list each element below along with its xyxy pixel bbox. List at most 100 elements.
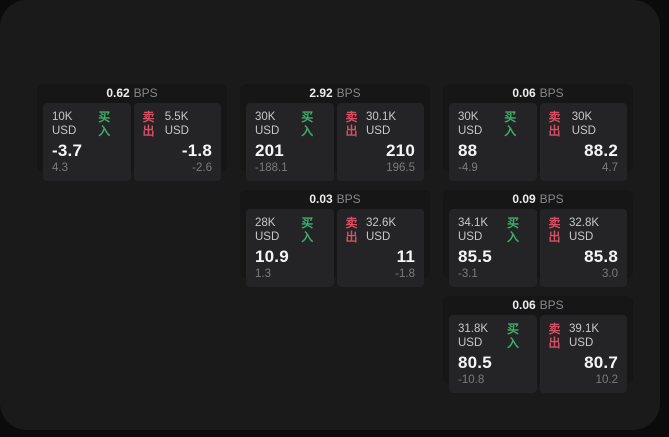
buy-sell-panes: 28K USD 买入 10.9 1.3 卖出 32.6K USD 11 -1.8 [246, 209, 424, 287]
sell-sub-value: 196.5 [386, 162, 415, 174]
sell-side-label: 卖出 [345, 110, 358, 138]
sell-pane-top: 卖出 30.1K USD [346, 110, 416, 138]
buy-pane-top: 28K USD 买入 [255, 216, 325, 244]
card-header: 0.62 BPS [43, 84, 221, 103]
quote-card: 0.03 BPS 28K USD 买入 10.9 1.3 卖出 32.6K US… [240, 190, 430, 287]
sell-sub-value: 3.0 [602, 268, 618, 280]
buy-side-label: 买入 [301, 216, 314, 244]
bps-value: 2.92 [309, 86, 333, 100]
buy-price: 10.9 [255, 247, 289, 266]
sell-side-label: 卖出 [548, 216, 561, 244]
sell-amount: 32.6K USD [365, 217, 397, 243]
buy-amount: 30K USD [255, 111, 280, 137]
sell-sub-value: -2.6 [192, 162, 212, 174]
sell-price: -1.8 [181, 141, 212, 160]
buy-sell-panes: 30K USD 买入 88 -4.9 卖出 30K USD 88.2 4.7 [449, 103, 627, 181]
sell-pane-top: 卖出 39.1K USD [549, 322, 619, 350]
buy-pane-top: 31.8K USD 买入 [458, 322, 528, 350]
quote-card: 2.92 BPS 30K USD 买入 201 -188.1 卖出 30.1K … [240, 84, 430, 181]
sell-price: 210 [386, 141, 415, 160]
card-header: 2.92 BPS [246, 84, 424, 103]
buy-amount: 30K USD [458, 111, 483, 137]
buy-pane-top: 10K USD 买入 [52, 110, 122, 138]
buy-sell-panes: 10K USD 买入 -3.7 4.3 卖出 5.5K USD -1.8 -2.… [43, 103, 221, 181]
sell-side-label: 卖出 [548, 322, 561, 350]
card-header: 0.03 BPS [246, 190, 424, 209]
bps-unit-label: BPS [539, 192, 564, 206]
buy-sub-value: 4.3 [52, 162, 68, 174]
sell-amount: 30.1K USD [365, 111, 397, 137]
sell-pane-top: 卖出 32.6K USD [346, 216, 416, 244]
bps-unit-label: BPS [539, 298, 564, 312]
buy-pane[interactable]: 28K USD 买入 10.9 1.3 [246, 209, 334, 287]
sell-pane[interactable]: 卖出 30.1K USD 210 196.5 [336, 103, 424, 181]
buy-pane[interactable]: 10K USD 买入 -3.7 4.3 [43, 103, 131, 181]
buy-amount: 10K USD [52, 111, 77, 137]
buy-side-label: 买入 [98, 110, 111, 138]
buy-amount: 34.1K USD [458, 217, 489, 243]
quote-board: 0.62 BPS 10K USD 买入 -3.7 4.3 卖出 5.5K USD [37, 84, 633, 393]
buy-pane-top: 30K USD 买入 [255, 110, 325, 138]
card-header: 0.09 BPS [449, 190, 627, 209]
sell-pane-top: 卖出 5.5K USD [143, 110, 213, 138]
buy-side-label: 买入 [507, 322, 520, 350]
buy-sell-panes: 30K USD 买入 201 -188.1 卖出 30.1K USD 210 1… [246, 103, 424, 181]
sell-price: 80.7 [584, 353, 618, 372]
buy-side-label: 买入 [507, 216, 520, 244]
buy-sell-panes: 31.8K USD 买入 80.5 -10.8 卖出 39.1K USD 80.… [449, 315, 627, 393]
sell-pane[interactable]: 卖出 32.6K USD 11 -1.8 [336, 209, 424, 287]
bps-unit-label: BPS [336, 192, 361, 206]
bps-value: 0.06 [512, 86, 536, 100]
card-header: 0.06 BPS [449, 84, 627, 103]
sell-price: 11 [396, 247, 415, 266]
buy-side-label: 买入 [504, 110, 517, 138]
bps-unit-label: BPS [336, 86, 361, 100]
buy-price: 201 [255, 141, 284, 160]
buy-pane-top: 34.1K USD 买入 [458, 216, 528, 244]
buy-sub-value: -4.9 [458, 162, 478, 174]
buy-amount: 31.8K USD [458, 323, 489, 349]
sell-sub-value: 10.2 [595, 374, 618, 386]
quote-card: 0.06 BPS 30K USD 买入 88 -4.9 卖出 30K USD [443, 84, 633, 181]
buy-price: 85.5 [458, 247, 492, 266]
quote-card: 0.62 BPS 10K USD 买入 -3.7 4.3 卖出 5.5K USD [37, 84, 227, 181]
buy-pane[interactable]: 34.1K USD 买入 85.5 -3.1 [449, 209, 537, 287]
buy-sub-value: -10.8 [458, 374, 485, 386]
sell-pane[interactable]: 卖出 5.5K USD -1.8 -2.6 [133, 103, 221, 181]
sell-pane[interactable]: 卖出 32.8K USD 85.8 3.0 [539, 209, 627, 287]
bps-value: 0.62 [106, 86, 130, 100]
bps-value: 0.06 [512, 298, 536, 312]
sell-amount: 39.1K USD [568, 323, 600, 349]
quote-board-surface: 0.62 BPS 10K USD 买入 -3.7 4.3 卖出 5.5K USD [0, 0, 660, 430]
buy-amount: 28K USD [255, 217, 280, 243]
buy-side-label: 买入 [301, 110, 314, 138]
quote-card: 0.06 BPS 31.8K USD 买入 80.5 -10.8 卖出 39.1… [443, 296, 633, 393]
sell-side-label: 卖出 [548, 110, 561, 138]
sell-price: 85.8 [584, 247, 618, 266]
sell-pane[interactable]: 卖出 39.1K USD 80.7 10.2 [539, 315, 627, 393]
sell-side-label: 卖出 [142, 110, 155, 138]
card-header: 0.06 BPS [449, 296, 627, 315]
buy-pane[interactable]: 30K USD 买入 201 -188.1 [246, 103, 334, 181]
bps-unit-label: BPS [133, 86, 158, 100]
sell-sub-value: -1.8 [395, 268, 415, 280]
bps-value: 0.03 [309, 192, 333, 206]
sell-price: 88.2 [584, 141, 618, 160]
sell-amount: 32.8K USD [568, 217, 600, 243]
sell-pane-top: 卖出 30K USD [549, 110, 619, 138]
buy-price: 88 [458, 141, 478, 160]
sell-pane-top: 卖出 32.8K USD [549, 216, 619, 244]
sell-sub-value: 4.7 [602, 162, 618, 174]
quote-card: 0.09 BPS 34.1K USD 买入 85.5 -3.1 卖出 32.8K… [443, 190, 633, 287]
sell-pane[interactable]: 卖出 30K USD 88.2 4.7 [539, 103, 627, 181]
sell-amount: 5.5K USD [164, 111, 189, 137]
buy-pane[interactable]: 31.8K USD 买入 80.5 -10.8 [449, 315, 537, 393]
buy-price: -3.7 [52, 141, 83, 160]
buy-sub-value: -3.1 [458, 268, 478, 280]
buy-price: 80.5 [458, 353, 492, 372]
bps-unit-label: BPS [539, 86, 564, 100]
buy-pane[interactable]: 30K USD 买入 88 -4.9 [449, 103, 537, 181]
sell-amount: 30K USD [571, 111, 596, 137]
buy-sub-value: -188.1 [255, 162, 288, 174]
buy-sell-panes: 34.1K USD 买入 85.5 -3.1 卖出 32.8K USD 85.8… [449, 209, 627, 287]
